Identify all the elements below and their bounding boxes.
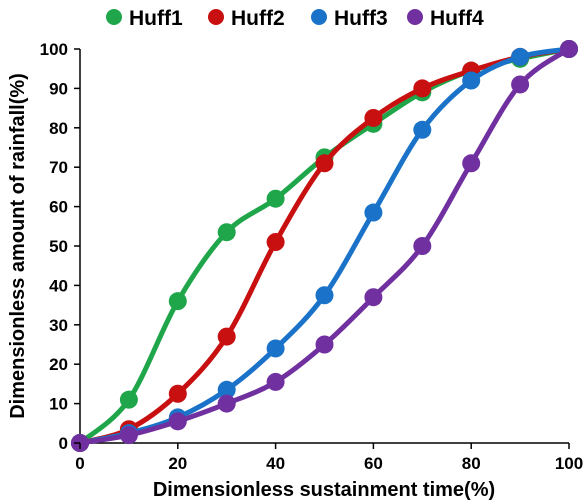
data-point xyxy=(168,412,187,431)
data-point xyxy=(266,372,285,391)
y-tick-label: 30 xyxy=(49,316,68,335)
y-axis-title: Dimensionless amount of rainfall(%) xyxy=(7,73,29,419)
data-point xyxy=(462,154,481,173)
legend-label: Huff1 xyxy=(129,7,183,30)
data-point xyxy=(315,335,334,354)
data-point xyxy=(413,79,432,98)
data-point xyxy=(364,203,383,222)
series-huff3 xyxy=(71,40,578,452)
y-tick-label: 100 xyxy=(40,40,68,59)
x-axis-title: Dimensionless sustainment time(%) xyxy=(153,479,495,501)
series-huff1 xyxy=(71,40,578,452)
data-point xyxy=(413,237,432,255)
legend-label: Huff3 xyxy=(334,7,388,30)
legend-item-huff1: Huff1 xyxy=(106,7,183,30)
series-line xyxy=(77,46,572,446)
y-tick-label: 10 xyxy=(49,395,68,414)
data-point xyxy=(168,292,187,311)
data-point xyxy=(462,71,481,90)
legend-marker xyxy=(407,9,423,25)
series-huff2 xyxy=(71,40,578,452)
legend-marker xyxy=(106,9,122,25)
data-point xyxy=(168,384,187,403)
data-point xyxy=(315,154,334,173)
y-tick-label: 20 xyxy=(49,355,68,374)
legend-item-huff3: Huff3 xyxy=(311,7,388,30)
data-point xyxy=(119,426,138,445)
y-tick-label: 60 xyxy=(49,198,68,217)
x-tick-label: 60 xyxy=(364,454,383,473)
data-point xyxy=(560,40,578,58)
y-tick-label: 80 xyxy=(49,119,68,138)
data-point xyxy=(266,189,285,208)
legend-label: Huff2 xyxy=(231,7,285,30)
data-point xyxy=(217,394,236,413)
series-line xyxy=(77,46,572,446)
data-point xyxy=(217,327,236,346)
data-point xyxy=(266,339,285,358)
x-tick-label: 0 xyxy=(75,454,84,473)
x-tick-label: 100 xyxy=(555,454,583,473)
data-point xyxy=(315,286,334,305)
x-tick-label: 80 xyxy=(462,454,481,473)
legend-marker xyxy=(311,9,327,25)
x-tick-label: 20 xyxy=(168,454,187,473)
y-tick-label: 50 xyxy=(49,237,68,256)
legend: Huff1 Huff2 Huff3 Huff4 xyxy=(106,7,484,30)
legend-marker xyxy=(208,9,224,25)
data-point xyxy=(413,120,432,139)
legend-item-huff4: Huff4 xyxy=(407,7,484,30)
legend-label: Huff4 xyxy=(430,7,484,30)
series-line xyxy=(77,46,572,446)
data-point xyxy=(266,233,285,252)
data-point xyxy=(511,47,530,66)
plot-area: 0 20 40 60 80 100 0 10 20 30 40 50 60 70 80 90 100 xyxy=(40,40,583,473)
data-point xyxy=(511,75,530,94)
data-point xyxy=(217,223,236,242)
series-huff4 xyxy=(71,40,578,452)
y-tick-label: 0 xyxy=(59,434,68,453)
data-point xyxy=(364,288,383,307)
series-line xyxy=(77,46,572,446)
data-point xyxy=(364,108,383,127)
data-point xyxy=(119,390,138,409)
legend-item-huff2: Huff2 xyxy=(208,7,285,30)
data-point xyxy=(217,380,236,399)
y-tick-label: 40 xyxy=(49,276,68,295)
y-tick-label: 70 xyxy=(49,158,68,177)
x-tick-label: 40 xyxy=(266,454,285,473)
y-tick-label: 90 xyxy=(49,79,68,98)
